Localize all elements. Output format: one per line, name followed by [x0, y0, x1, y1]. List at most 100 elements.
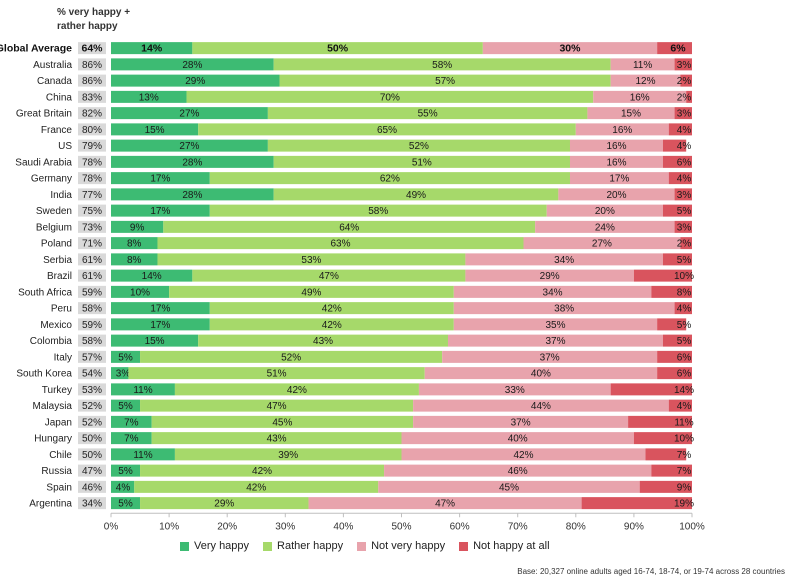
bar-segment-not-very-happy [569, 172, 669, 185]
data-label-not-at-all: 2% [677, 239, 692, 250]
data-label-not-at-all: 4% [677, 141, 692, 152]
data-label-not-very-happy: 27% [592, 239, 612, 250]
data-label-very-happy: 28% [182, 60, 202, 71]
row-label: Australia [33, 60, 72, 71]
data-label-not-at-all: 4% [677, 125, 692, 136]
bar-segment-rather-happy [279, 74, 611, 87]
data-label-rather-happy: 62% [380, 174, 400, 185]
bar-segment-rather-happy [174, 383, 419, 396]
bar-segment-very-happy [111, 269, 193, 282]
data-label-not-very-happy: 35% [545, 320, 565, 331]
bar-segment-very-happy [111, 415, 152, 428]
data-label-not-at-all: 2% [677, 92, 692, 103]
bar-segment-very-happy [111, 399, 141, 412]
bar-segment-very-happy [111, 74, 280, 87]
row-label: Peru [51, 304, 72, 315]
data-label-not-at-all: 6% [670, 43, 686, 55]
bar-segment-rather-happy [209, 172, 570, 185]
happy-total-label: 61% [82, 271, 102, 282]
bar-segment-rather-happy [163, 220, 536, 233]
data-label-not-at-all: 8% [677, 287, 692, 298]
bar-segment-rather-happy [157, 253, 466, 266]
happy-total-label: 77% [82, 190, 102, 201]
legend-item-not-at-all: Not happy at all [459, 540, 550, 552]
bar-segment-very-happy [111, 42, 193, 55]
data-label-not-at-all: 4% [677, 304, 692, 315]
data-label-not-at-all: 4% [677, 401, 692, 412]
data-label-not-at-all: 14% [674, 385, 694, 396]
happy-total-label: 50% [82, 434, 102, 445]
bar-segment-not-very-happy [610, 74, 681, 87]
data-label-very-happy: 29% [185, 76, 205, 87]
data-label-rather-happy: 49% [301, 287, 321, 298]
x-tick-label: 90% [624, 521, 644, 532]
bar-segment-not-at-all [662, 155, 692, 168]
happy-total-label: 86% [82, 76, 102, 87]
bar-segment-very-happy [111, 107, 268, 120]
bar-segment-not-very-happy [569, 155, 663, 168]
data-label-not-very-happy: 24% [595, 222, 615, 233]
bar-segment-not-at-all [668, 399, 692, 412]
bar-segment-not-at-all [651, 285, 692, 298]
row-label: Serbia [43, 255, 72, 266]
bar-segment-very-happy [111, 464, 141, 477]
happy-total-box [78, 497, 106, 510]
data-label-not-at-all: 3% [677, 109, 692, 120]
bar-segment-not-at-all [657, 42, 692, 55]
data-label-very-happy: 27% [179, 109, 199, 120]
happy-total-label: 46% [82, 482, 102, 493]
data-label-rather-happy: 64% [339, 222, 359, 233]
data-label-not-at-all: 5% [677, 336, 692, 347]
data-label-very-happy: 5% [118, 499, 133, 510]
happy-total-box [78, 285, 106, 298]
x-tick-label: 10% [159, 521, 179, 532]
row-label: Malaysia [33, 401, 73, 412]
bar-segment-very-happy [111, 90, 187, 103]
data-label-very-happy: 17% [150, 206, 170, 217]
chart-legend: Very happy Rather happy Not very happy N… [180, 540, 550, 552]
bar-segment-not-very-happy [593, 90, 687, 103]
bar-segment-rather-happy [140, 497, 309, 510]
bar-segment-not-at-all [628, 415, 692, 428]
bar-segment-rather-happy [198, 123, 576, 136]
happy-total-box [78, 42, 106, 55]
data-label-not-at-all: 3% [677, 60, 692, 71]
row-label: Argentina [29, 499, 72, 510]
happy-total-box [78, 350, 106, 363]
bar-segment-very-happy [111, 432, 152, 445]
happy-total-label: 50% [82, 450, 102, 461]
bar-segment-not-very-happy [610, 58, 675, 71]
happy-total-label: 86% [82, 60, 102, 71]
bar-segment-not-very-happy [384, 464, 652, 477]
bar-segment-not-at-all [645, 448, 687, 461]
bar-segment-rather-happy [151, 432, 402, 445]
data-label-very-happy: 4% [116, 482, 131, 493]
row-label: Colombia [30, 336, 73, 347]
data-label-not-at-all: 11% [674, 417, 693, 428]
data-label-not-very-happy: 47% [435, 499, 455, 510]
data-label-rather-happy: 50% [327, 43, 349, 55]
data-label-rather-happy: 47% [319, 271, 339, 282]
bar-segment-very-happy [111, 367, 129, 380]
bar-segment-very-happy [111, 253, 158, 266]
legend-item-not-very-happy: Not very happy [357, 540, 445, 552]
bar-segment-rather-happy [209, 302, 454, 315]
data-label-not-very-happy: 20% [595, 206, 615, 217]
data-label-rather-happy: 55% [418, 109, 438, 120]
bar-segment-not-very-happy [401, 432, 634, 445]
bar-segment-not-very-happy [413, 415, 629, 428]
bar-segment-very-happy [111, 302, 210, 315]
row-label: Chile [49, 450, 72, 461]
bar-segment-not-very-happy [413, 399, 669, 412]
data-label-rather-happy: 57% [435, 76, 455, 87]
data-label-very-happy: 28% [182, 157, 202, 168]
happy-total-box [78, 464, 106, 477]
bar-segment-not-very-happy [558, 188, 675, 201]
row-label: US [58, 141, 72, 152]
bar-segment-not-at-all [662, 334, 692, 347]
data-label-very-happy: 5% [118, 352, 133, 363]
happy-total-label: 53% [82, 385, 102, 396]
happy-total-box [78, 90, 106, 103]
data-label-rather-happy: 39% [278, 450, 298, 461]
data-label-rather-happy: 63% [330, 239, 350, 250]
